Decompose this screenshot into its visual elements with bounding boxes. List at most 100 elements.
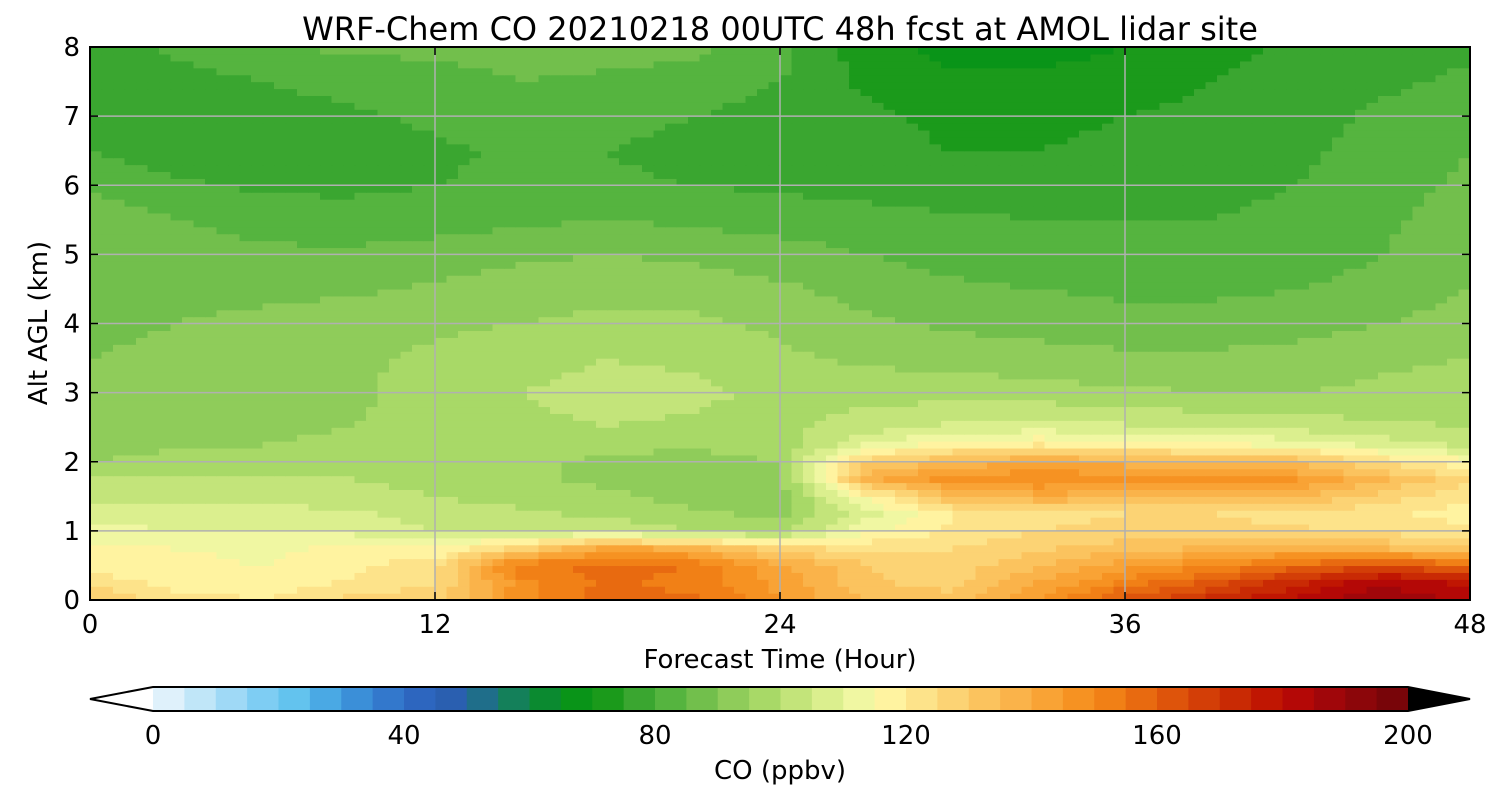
field-cell: [205, 454, 218, 463]
field-cell: [1240, 447, 1253, 456]
field-cell: [619, 572, 632, 580]
field-cell: [883, 489, 896, 497]
field-cell: [1148, 406, 1161, 414]
field-cell: [101, 316, 114, 325]
field-cell: [860, 406, 873, 414]
field-cell: [1274, 551, 1287, 560]
field-cell: [642, 427, 655, 435]
field-cell: [343, 420, 356, 428]
field-cell: [561, 385, 574, 394]
field-cell: [1136, 523, 1149, 532]
field-cell: [205, 427, 218, 435]
field-cell: [573, 378, 586, 387]
field-cell: [1412, 461, 1425, 470]
field-cell: [262, 454, 275, 463]
field-cell: [136, 517, 149, 525]
field-cell: [814, 475, 827, 484]
field-cell: [90, 330, 103, 338]
field-cell: [642, 385, 655, 394]
field-cell: [665, 544, 678, 553]
field-cell: [665, 392, 678, 401]
field-cell: [228, 489, 241, 497]
field-cell: [791, 593, 804, 600]
field-cell: [1148, 344, 1161, 352]
field-cell: [481, 565, 494, 573]
field-cell: [1286, 530, 1299, 539]
field-cell: [688, 434, 701, 442]
field-cell: [791, 482, 804, 490]
field-cell: [389, 309, 402, 318]
field-cell: [515, 593, 528, 600]
field-cell: [435, 565, 448, 573]
field-cell: [1159, 530, 1172, 539]
field-cell: [251, 517, 264, 525]
field-cell: [1355, 447, 1368, 456]
field-cell: [596, 572, 609, 580]
field-cell: [734, 385, 747, 394]
field-cell: [1251, 523, 1264, 532]
field-cell: [653, 517, 666, 525]
field-cell: [734, 364, 747, 373]
field-cell: [251, 309, 264, 318]
field-cell: [1010, 392, 1023, 401]
field-cell: [320, 434, 333, 442]
field-cell: [136, 441, 149, 449]
field-cell: [504, 434, 517, 442]
field-cell: [630, 392, 643, 401]
field-cell: [872, 441, 885, 449]
field-cell: [1136, 344, 1149, 352]
field-cell: [136, 406, 149, 414]
field-cell: [228, 475, 241, 484]
field-cell: [734, 441, 747, 449]
field-cell: [895, 364, 908, 373]
field-cell: [492, 330, 505, 338]
field-cell: [274, 551, 287, 560]
field-cell: [1401, 551, 1414, 560]
field-cell: [124, 482, 137, 490]
field-cell: [504, 579, 517, 587]
field-cell: [837, 565, 850, 573]
field-cell: [964, 413, 977, 421]
field-cell: [1182, 371, 1195, 380]
field-cell: [1435, 358, 1448, 366]
field-cell: [205, 461, 218, 470]
field-cell: [987, 351, 1000, 359]
field-cell: [435, 593, 448, 600]
field-cell: [745, 406, 758, 414]
field-cell: [1056, 385, 1069, 394]
field-cell: [1309, 441, 1322, 449]
field-cell: [1171, 537, 1184, 546]
field-cell: [573, 330, 586, 338]
field-cell: [734, 530, 747, 539]
field-cell: [297, 510, 310, 518]
field-cell: [469, 413, 482, 421]
field-cell: [1182, 406, 1195, 414]
field-cell: [1136, 420, 1149, 428]
field-cell: [561, 530, 574, 539]
field-cell: [941, 330, 954, 338]
field-cell: [297, 558, 310, 567]
field-cell: [274, 358, 287, 366]
field-cell: [1090, 572, 1103, 580]
field-cell: [653, 420, 666, 428]
field-cell: [435, 392, 448, 401]
field-cell: [1240, 351, 1253, 359]
field-cell: [239, 475, 252, 484]
field-cell: [136, 482, 149, 490]
field-cell: [1159, 537, 1172, 546]
field-cell: [170, 399, 183, 408]
field-cell: [320, 517, 333, 525]
field-cell: [1228, 489, 1241, 497]
field-cell: [826, 530, 839, 539]
field-cell: [515, 517, 528, 525]
field-cell: [285, 434, 298, 442]
field-cell: [699, 399, 712, 408]
field-cell: [251, 503, 264, 511]
field-cell: [814, 420, 827, 428]
field-cell: [964, 503, 977, 511]
field-cell: [1067, 344, 1080, 352]
field-cell: [423, 371, 436, 380]
field-cell: [1297, 364, 1310, 373]
field-cell: [1021, 489, 1034, 497]
field-cell: [918, 358, 931, 366]
